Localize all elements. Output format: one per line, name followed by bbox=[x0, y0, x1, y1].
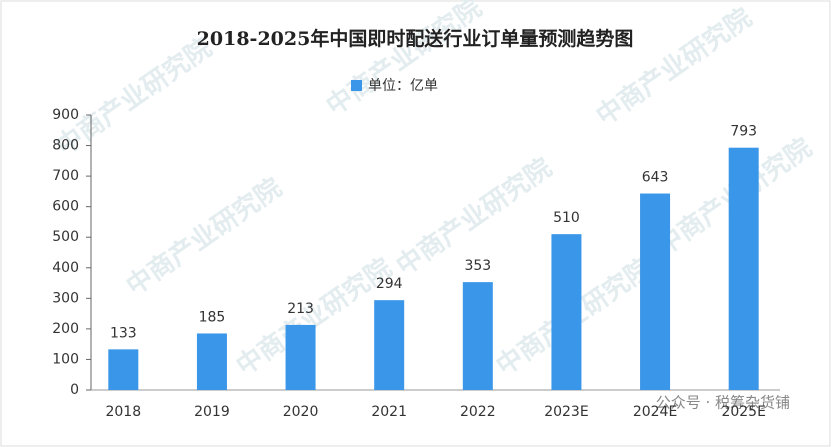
chart-title: 2018-2025年中国即时配送行业订单量预测趋势图 bbox=[197, 27, 634, 50]
data-label: 353 bbox=[464, 258, 491, 274]
legend-swatch bbox=[351, 80, 362, 91]
data-label: 643 bbox=[642, 170, 669, 186]
y-tick-label: 200 bbox=[52, 321, 79, 337]
x-tick-label: 2025E bbox=[721, 404, 765, 420]
data-label: 185 bbox=[199, 309, 226, 325]
y-tick-label: 900 bbox=[52, 107, 79, 123]
bar bbox=[374, 300, 405, 390]
x-tick-label: 2018 bbox=[105, 404, 141, 420]
x-tick-label: 2019 bbox=[194, 404, 230, 420]
data-label: 793 bbox=[730, 124, 757, 140]
y-tick-label: 0 bbox=[70, 382, 79, 398]
bar bbox=[462, 282, 493, 390]
y-tick-label: 500 bbox=[52, 229, 79, 245]
x-tick-label: 2020 bbox=[283, 404, 319, 420]
bar bbox=[551, 234, 582, 390]
legend-label: 单位：亿单 bbox=[368, 78, 438, 94]
bar bbox=[285, 324, 316, 390]
bar bbox=[728, 147, 759, 390]
x-tick-label: 2021 bbox=[371, 404, 407, 420]
y-tick-label: 300 bbox=[52, 290, 79, 306]
bar bbox=[640, 193, 671, 390]
data-label: 294 bbox=[376, 276, 403, 292]
x-tick-label: 2024E bbox=[633, 404, 677, 420]
data-label: 213 bbox=[287, 301, 314, 317]
y-tick-label: 400 bbox=[52, 260, 79, 276]
y-tick-label: 700 bbox=[52, 168, 79, 184]
watermark: 中商产业研究院 bbox=[321, 0, 488, 122]
data-label: 133 bbox=[110, 325, 137, 341]
bar bbox=[108, 349, 139, 390]
y-tick-label: 600 bbox=[52, 199, 79, 215]
source-watermark: 公众号 · 税筹杂货铺 bbox=[656, 394, 790, 412]
watermark: 中商产业研究院 bbox=[121, 172, 288, 302]
x-tick-label: 2022 bbox=[460, 404, 496, 420]
y-tick-label: 800 bbox=[52, 138, 79, 154]
data-label: 510 bbox=[553, 210, 580, 226]
watermark: 中商产业研究院 bbox=[591, 2, 758, 132]
bar bbox=[196, 333, 227, 390]
x-tick-label: 2023E bbox=[544, 404, 588, 420]
y-tick-label: 100 bbox=[52, 351, 79, 367]
